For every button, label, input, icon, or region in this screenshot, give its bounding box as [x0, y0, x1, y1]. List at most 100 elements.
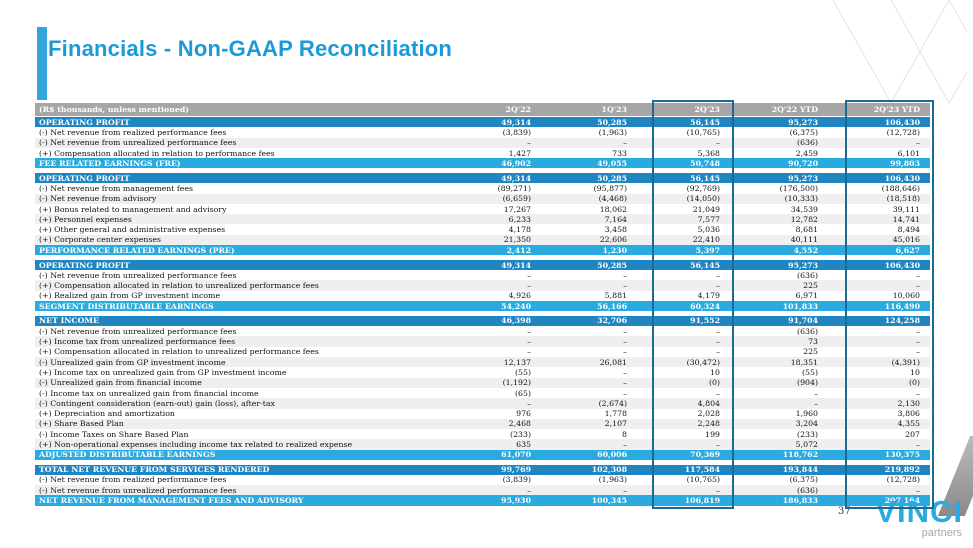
cell-value: 130,375: [884, 450, 920, 460]
cell-value: –: [623, 326, 627, 336]
cell-value: –: [623, 347, 627, 357]
unit-label: (R$ thousands, unless mentioned): [39, 105, 189, 114]
cell-value: –: [716, 347, 720, 357]
cell-value: 3,458: [604, 225, 627, 235]
row-label: (+) Compensation allocated in relation t…: [39, 347, 319, 357]
row-label: (-) Net revenue from unrealized performa…: [39, 326, 237, 336]
cell-value: 102,308: [591, 465, 627, 475]
cell-value: 124,258: [884, 316, 920, 326]
cell-value: 50,285: [597, 260, 627, 270]
cell-value: 91,704: [788, 316, 818, 326]
cell-value: 7,164: [604, 214, 627, 224]
cell-value: 4,552: [793, 245, 818, 255]
cell-value: (2,674): [598, 398, 627, 408]
cell-value: 14,741: [892, 214, 920, 224]
cell-value: (233): [797, 429, 818, 439]
table-header-row: (R$ thousands, unless mentioned) 2Q'22 1…: [35, 103, 930, 116]
cell-value: –: [916, 388, 920, 398]
table-row: SEGMENT DISTRIBUTABLE EARNINGS 54,240 56,1…: [35, 301, 930, 312]
cell-value: 225: [803, 281, 818, 291]
cell-value: 219,892: [884, 465, 920, 475]
cell-value: 186,833: [782, 496, 818, 506]
row-label: (+) Bonus related to management and advi…: [39, 204, 227, 214]
cell-value: 99,769: [501, 465, 531, 475]
cell-value: 46,902: [501, 158, 531, 168]
page-title: Financials - Non-GAAP Reconciliation: [48, 36, 453, 61]
cell-value: 3,204: [795, 419, 818, 429]
cell-value: (636): [797, 270, 818, 280]
cell-value: 70,369: [690, 450, 720, 460]
row-label: SEGMENT DISTRIBUTABLE EARNINGS: [39, 301, 214, 311]
table-row: OPERATING PROFIT 49,314 50,285 56,145 95,273…: [35, 117, 930, 128]
cell-value: (92,769): [686, 183, 720, 193]
cell-value: (1,963): [598, 475, 627, 485]
table-row: (-) Unrealized gain from GP investment i…: [35, 357, 930, 368]
cell-value: (1,192): [502, 378, 531, 388]
cell-value: –: [527, 337, 531, 347]
table-row: FEE RELATED EARNINGS (FRE) 46,902 49,055 50…: [35, 158, 930, 169]
cell-value: 106,430: [884, 260, 920, 270]
table-row: (-) Net revenue from unrealized performa…: [35, 485, 930, 496]
cell-value: 3,806: [897, 409, 920, 419]
cell-value: 49,314: [501, 260, 531, 270]
row-label: (+) Share Based Plan: [39, 419, 124, 429]
cell-value: 22,606: [599, 235, 627, 245]
vinci-v-watermark: [832, 0, 967, 105]
table-row: (-) Net revenue from unrealized performa…: [35, 270, 930, 281]
row-label: NET INCOME: [39, 316, 99, 326]
page-number: 37: [838, 506, 851, 517]
cell-value: 2,459: [795, 148, 818, 158]
cell-value: (1,963): [598, 127, 627, 137]
cell-value: –: [623, 485, 627, 495]
cell-value: 5,368: [697, 148, 720, 158]
cell-value: 4,178: [508, 225, 531, 235]
cell-value: 40,111: [790, 235, 818, 245]
table-row: PERFORMANCE RELATED EARNINGS (PRE) 2,412 1…: [35, 245, 930, 256]
cell-value: –: [716, 270, 720, 280]
cell-value: 199: [705, 429, 720, 439]
cell-value: 95,273: [788, 117, 818, 127]
table-row: (+) Compensation allocated in relation t…: [35, 346, 930, 358]
table-row: (+) Personnel expenses 6,233 7,164 7,577 12,…: [35, 214, 930, 225]
cell-value: (4,391): [891, 357, 920, 367]
table-row: (+) Realized gain from GP investment inc…: [35, 290, 930, 302]
cell-value: 50,285: [597, 117, 627, 127]
table-row: (+) Income tax on unrealized gain from G…: [35, 367, 930, 378]
cell-value: 4,926: [508, 291, 531, 301]
table-row: (-) Income Taxes on Share Based Plan (233…: [35, 429, 930, 440]
table-row: (-) Net revenue from realized performanc…: [35, 127, 930, 138]
table-row: (+) Other general and administrative exp…: [35, 224, 930, 235]
cell-value: –: [623, 337, 627, 347]
row-label: (-) Contingent consideration (earn-out) …: [39, 398, 275, 408]
row-label: (+) Non-operational expenses including i…: [39, 440, 353, 450]
cell-value: 56,145: [690, 173, 720, 183]
row-label: (-) Net revenue from unrealized performa…: [39, 270, 237, 280]
cell-value: 21,049: [692, 204, 720, 214]
cell-value: (55): [514, 367, 531, 377]
table-body: OPERATING PROFIT 49,314 50,285 56,145 95,273…: [35, 117, 930, 506]
cell-value: –: [623, 367, 627, 377]
cell-value: 32,706: [597, 316, 627, 326]
cell-value: (6,375): [789, 127, 818, 137]
row-label: (-) Net revenue from advisory: [39, 194, 157, 204]
cell-value: 1,427: [508, 148, 531, 158]
row-label: PERFORMANCE RELATED EARNINGS (PRE): [39, 245, 235, 255]
cell-value: –: [916, 347, 920, 357]
cell-value: 17,267: [503, 204, 531, 214]
row-label: (-) Income Taxes on Share Based Plan: [39, 429, 189, 439]
cell-value: 6,971: [795, 291, 818, 301]
table-row: (+) Corporate center expenses 21,350 22,60…: [35, 234, 930, 246]
cell-value: –: [814, 388, 818, 398]
cell-value: 2,028: [697, 409, 720, 419]
cell-value: (176,500): [779, 183, 818, 193]
cell-value: (55): [801, 367, 818, 377]
cell-value: 8,681: [795, 225, 818, 235]
cell-value: 7,577: [697, 214, 720, 224]
cell-value: (904): [797, 378, 818, 388]
cell-value: 99,803: [890, 158, 920, 168]
row-label: (-) Net revenue from unrealized performa…: [39, 485, 237, 495]
row-label: (-) Net revenue from management fees: [39, 183, 193, 193]
cell-value: –: [527, 398, 531, 408]
column-header-2q22-ytd: 2Q'22 YTD: [771, 105, 818, 114]
